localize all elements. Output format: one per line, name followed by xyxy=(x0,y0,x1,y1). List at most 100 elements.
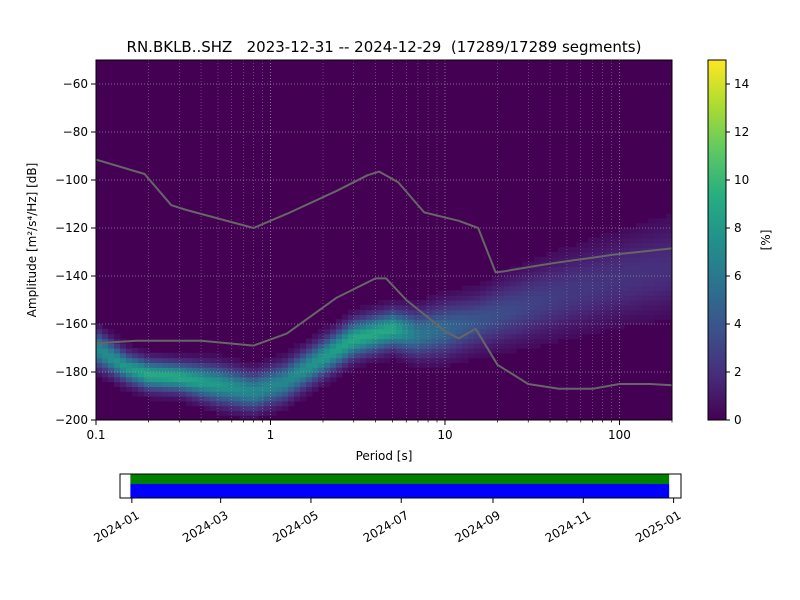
heatmap-cell xyxy=(636,228,643,234)
heatmap-cell xyxy=(276,372,283,378)
heatmap-cell xyxy=(144,352,151,359)
heatmap-cell xyxy=(204,386,211,392)
heatmap-cell xyxy=(528,309,535,315)
heatmap-cell xyxy=(444,357,451,363)
heatmap-cell xyxy=(654,304,661,311)
heatmap-cell xyxy=(498,304,505,311)
heatmap-cell xyxy=(552,285,559,291)
heatmap-cell xyxy=(444,343,451,349)
heatmap-cell xyxy=(456,352,463,359)
heatmap-cell xyxy=(210,357,217,363)
heatmap-cell xyxy=(492,285,499,291)
heatmap-cell xyxy=(588,237,595,243)
heatmap-cell xyxy=(468,319,475,325)
heatmap-cell xyxy=(354,309,361,315)
heatmap-cell xyxy=(384,314,391,320)
heatmap-cell xyxy=(312,367,319,373)
heatmap-cell xyxy=(288,396,295,402)
heatmap-cell xyxy=(594,328,601,335)
heatmap-cell xyxy=(534,324,541,330)
heatmap-cell xyxy=(408,343,415,349)
heatmap-cell xyxy=(606,276,613,282)
heatmap-cell xyxy=(534,343,541,349)
heatmap-cell xyxy=(636,232,643,239)
heatmap-cell xyxy=(234,357,241,363)
heatmap-cell xyxy=(354,328,361,335)
heatmap-cell xyxy=(228,367,235,373)
heatmap-cell xyxy=(504,295,511,301)
heatmap-cell xyxy=(192,376,199,383)
heatmap-cell xyxy=(144,391,151,397)
heatmap-cell xyxy=(162,372,169,378)
heatmap-cell xyxy=(438,295,445,301)
heatmap-cell xyxy=(480,309,487,315)
heatmap-cell xyxy=(300,367,307,373)
heatmap-cell xyxy=(534,338,541,344)
timeline-tick-label: 2024-05 xyxy=(270,508,320,545)
heatmap-cell xyxy=(396,357,403,363)
heatmap-cell xyxy=(390,300,397,306)
heatmap-cell xyxy=(618,261,625,267)
heatmap-cell xyxy=(492,280,499,287)
heatmap-cell xyxy=(204,372,211,378)
heatmap-cell xyxy=(588,295,595,301)
heatmap-cell xyxy=(234,410,241,416)
heatmap-cell xyxy=(636,280,643,287)
heatmap-cell xyxy=(444,314,451,320)
heatmap-cell xyxy=(546,280,553,287)
heatmap-cell xyxy=(408,338,415,344)
heatmap-cell xyxy=(108,367,115,373)
heatmap-cell xyxy=(522,271,529,277)
y-tick-label: −120 xyxy=(55,221,88,235)
heatmap-cell xyxy=(396,338,403,344)
heatmap-cell xyxy=(288,352,295,359)
heatmap-cell xyxy=(456,333,463,339)
heatmap-cell xyxy=(588,319,595,325)
heatmap-cell xyxy=(612,295,619,301)
heatmap-cell xyxy=(198,400,205,407)
heatmap-cell xyxy=(660,285,667,291)
heatmap-cell xyxy=(324,324,331,330)
heatmap-cell xyxy=(498,314,505,320)
heatmap-cell xyxy=(138,372,145,378)
heatmap-cell xyxy=(654,295,661,301)
heatmap-cell xyxy=(96,338,103,344)
heatmap-cell xyxy=(642,319,649,325)
heatmap-cell xyxy=(552,324,559,330)
colorbar-label: [%] xyxy=(759,230,773,251)
heatmap-cell xyxy=(312,348,319,354)
heatmap-cell xyxy=(630,232,637,239)
heatmap-cell xyxy=(528,276,535,282)
heatmap-cell xyxy=(330,333,337,339)
x-tick-label: 1 xyxy=(267,428,275,442)
heatmap-cell xyxy=(630,271,637,277)
heatmap-cell xyxy=(624,304,631,311)
heatmap-cell xyxy=(102,357,109,363)
heatmap-cell xyxy=(600,295,607,301)
heatmap-cell xyxy=(252,391,259,397)
heatmap-cell xyxy=(558,261,565,267)
heatmap-cell xyxy=(282,396,289,402)
heatmap-cell xyxy=(102,352,109,359)
heatmap-cell xyxy=(492,290,499,296)
heatmap-cell xyxy=(348,319,355,325)
heatmap-cell xyxy=(372,338,379,344)
heatmap-cell xyxy=(450,319,457,325)
heatmap-cell xyxy=(258,391,265,397)
heatmap-cell xyxy=(534,280,541,287)
heatmap-cell xyxy=(504,314,511,320)
heatmap-cell xyxy=(228,362,235,368)
heatmap-cell xyxy=(606,290,613,296)
heatmap-cell xyxy=(480,328,487,335)
heatmap-cell xyxy=(228,405,235,411)
heatmap-cell xyxy=(516,324,523,330)
heatmap-cell xyxy=(642,228,649,234)
heatmap-cell xyxy=(174,391,181,397)
heatmap-cell xyxy=(450,352,457,359)
heatmap-cell xyxy=(144,362,151,368)
heatmap-cell xyxy=(612,280,619,287)
heatmap-cell xyxy=(456,319,463,325)
heatmap-cell xyxy=(186,352,193,359)
heatmap-cell xyxy=(114,348,121,354)
y-tick-label: −80 xyxy=(63,125,88,139)
